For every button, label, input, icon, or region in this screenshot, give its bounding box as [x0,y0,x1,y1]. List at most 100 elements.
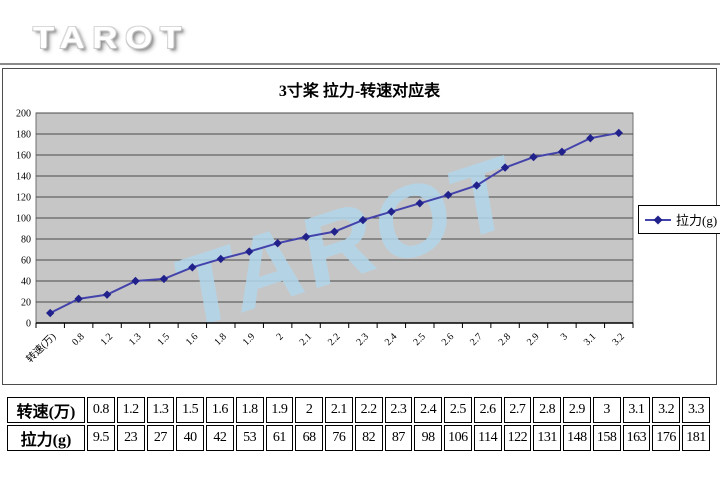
data-point-marker [614,128,623,138]
data-point-marker [159,274,169,284]
chart-title: 3寸桨 拉力-转速对应表 [278,83,441,100]
thrust-row: 拉力(g) 9.5 23 27 40 42 53 61 68 76 82 87 98 106 114 122 1… [7,425,710,451]
table-cell: 68 [295,425,323,451]
table-cell: 1.2 [116,397,145,423]
x-axis-tick-label: 2.4 [383,331,400,348]
y-axis-tick-label: 120 [16,193,31,204]
data-point-marker [387,207,396,216]
thrust-rpm-chart: 0 20 40 60 80 100 120 140 160 180 200 TAROT 转速(万) 0.8… [2,68,720,385]
x-axis-tick-label: 2.7 [468,331,485,348]
x-axis-tick-label: 2 [274,331,285,342]
header-divider [0,63,720,65]
data-point-marker [557,147,567,157]
table-cell: 148 [563,425,591,451]
x-axis-tick-label: 0.8 [70,331,87,348]
x-axis-tick-label: 2.9 [525,331,542,348]
rpm-row: 转速(万) 0.8 1.2 1.3 1.5 1.6 1.8 1.9 2 2.1 2.2 2.3 2.4 2… [7,397,710,423]
data-point-marker [358,215,368,225]
table-cell: 82 [354,425,383,451]
table-cell: 76 [325,425,353,451]
data-point-marker [330,227,339,236]
thrust-rpm-table: 转速(万) 0.8 1.2 1.3 1.5 1.6 1.8 1.9 2 2.1 2.2 2.3 2.4 2… [5,395,712,453]
table-cell: 61 [265,425,294,451]
table-cell: 2.4 [414,397,442,423]
x-axis-ticks [35,323,634,328]
y-axis-tick-label: 80 [21,235,31,246]
table-cell: 3.3 [682,397,710,423]
table-cell: 53 [235,425,264,451]
table-cell: 42 [206,425,234,451]
table-cell: 98 [414,425,442,451]
x-axis-tick-label: 2.3 [354,331,371,348]
x-axis-tick-label: 2.2 [326,331,343,348]
table-cell: 1.3 [146,397,175,423]
x-axis-labels: 转速(万) 0.8 1.2 1.3 1.5 1.6 1.8 1.9 2 2.1 2.2 2.3 2.4 2… [23,330,627,365]
x-axis-tick-label: 3 [559,331,570,342]
x-axis-tick-label: 2.5 [411,331,428,348]
y-axis-tick-label: 100 [16,214,31,225]
y-axis-tick-label: 0 [26,319,31,330]
series-markers [46,128,623,318]
data-point-marker [131,276,140,286]
table-cell: 2.8 [533,397,561,423]
table-cell: 3.1 [622,397,651,423]
data-point-marker [102,290,112,299]
data-point-marker [586,134,595,143]
table-cell: 131 [533,425,561,451]
table-cell: 122 [503,425,532,451]
data-point-marker [529,152,538,162]
table-cell: 23 [116,425,145,451]
y-axis-tick-label: 180 [16,130,31,141]
row-header: 转速(万) [7,397,85,423]
table-cell: 3 [592,397,621,423]
x-axis-tick-label: 1.5 [155,331,172,348]
x-axis-tick-label: 3.1 [582,331,599,348]
table-cell: 1.6 [206,397,234,423]
x-axis-tick-label: 1.2 [99,331,116,348]
data-point-marker [46,308,55,318]
chart-legend: 拉力(g) [638,205,720,234]
data-point-marker [216,254,225,264]
data-point-marker [273,239,282,248]
table-cell: 87 [384,425,413,451]
y-axis-tick-label: 20 [21,298,31,309]
table-cell: 106 [444,425,472,451]
data-point-marker [245,247,254,256]
legend-series-marker-icon [645,215,671,224]
table-cell: 158 [592,425,621,451]
table-cell: 2.7 [503,397,532,423]
table-cell: 1.9 [265,397,294,423]
table-cell: 2.9 [563,397,591,423]
table-cell: 1.8 [235,397,264,423]
table-cell: 40 [176,425,204,451]
data-point-marker [301,232,311,242]
table-cell: 2.1 [325,397,353,423]
data-point-marker [500,163,510,172]
data-point-marker [472,181,481,190]
table-cell: 0.8 [87,397,115,423]
x-axis-tick-label: 3.2 [610,331,627,348]
table-cell: 181 [682,425,710,451]
table-cell: 2.5 [444,397,472,423]
data-point-marker [74,294,83,304]
data-point-marker [188,263,197,272]
table-cell: 1.5 [176,397,204,423]
y-axis-tick-label: 40 [21,277,31,288]
table-cell: 114 [473,425,502,451]
table-cell: 27 [146,425,175,451]
x-axis-tick-label: 2.6 [440,331,457,348]
x-axis-tick-label: 2.1 [298,331,315,348]
x-axis-tick-label: 2.8 [497,331,514,348]
table-cell: 163 [622,425,651,451]
table-cell: 2 [295,397,323,423]
y-axis-tick-label: 60 [21,256,31,267]
table-cell: 2.2 [354,397,383,423]
y-axis-tick-label: 160 [16,151,31,162]
y-axis-tick-label: 200 [16,109,31,120]
x-axis-tick-label: 1.3 [127,331,144,348]
table-cell: 176 [652,425,680,451]
tarot-logo: TAROT [33,20,190,55]
data-point-marker [415,199,424,208]
table-cell: 2.6 [473,397,502,423]
